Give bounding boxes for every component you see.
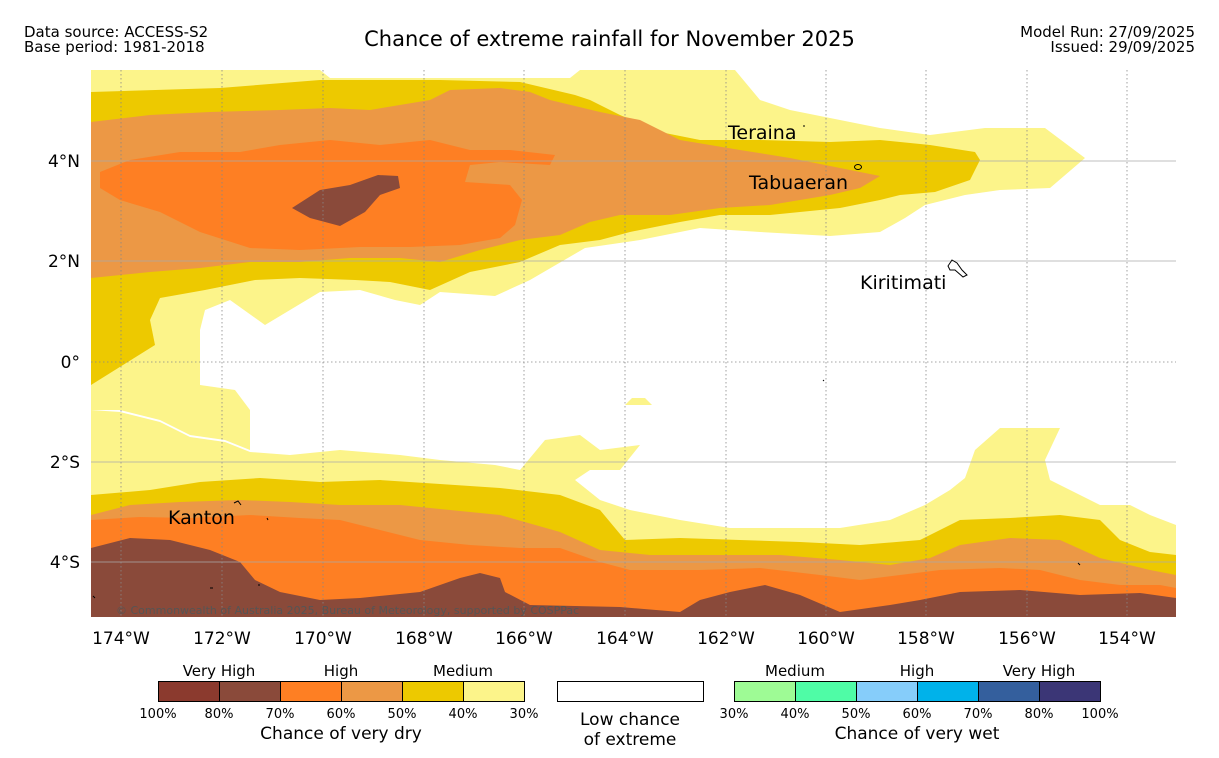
- legend-dry-tick: 80%: [204, 707, 234, 722]
- lat-label: 4°N: [48, 152, 80, 172]
- south-band-darkorange-60: [91, 515, 1176, 617]
- yellow-cell-south-central: [625, 398, 652, 405]
- legend-wet-swatch: [978, 681, 1040, 702]
- lon-label: 154°W: [1098, 629, 1156, 649]
- lat-label: 2°S: [50, 453, 80, 473]
- issued-text: Issued: 29/09/2025: [1050, 38, 1195, 56]
- legend-wet-tick: 30%: [719, 707, 749, 722]
- island-small-1: [266, 517, 269, 521]
- legend-dry-tick: 100%: [139, 707, 177, 722]
- island-small-6: [822, 379, 825, 382]
- legend-wet-swatch: [795, 681, 857, 702]
- legend-dry-tick: 30%: [509, 707, 539, 722]
- data-source-text: Data source: ACCESS-S2: [24, 23, 209, 41]
- legend-low-caption: Low chance of extreme: [580, 710, 680, 750]
- legend-wet-group-high: High: [899, 662, 935, 680]
- legend-wet-swatch: [1039, 681, 1101, 702]
- legend-wet-tick: 70%: [963, 707, 993, 722]
- legend-wet-group-medium: Medium: [765, 662, 825, 680]
- legend-dry-tick: 50%: [387, 707, 417, 722]
- legend-wet-tick: 60%: [902, 707, 932, 722]
- place-labels: Teraina Tabuaeran Kiritimati Kanton: [168, 122, 946, 529]
- legend-wet-tick: 80%: [1024, 707, 1054, 722]
- lon-label: 172°W: [193, 629, 251, 649]
- lon-label: 166°W: [495, 629, 553, 649]
- lon-label: 160°W: [797, 629, 855, 649]
- south-band-red-70: [91, 538, 1176, 617]
- lon-label: 156°W: [998, 629, 1056, 649]
- lon-label: 158°W: [897, 629, 955, 649]
- legend-dry-tick: 40%: [448, 707, 478, 722]
- lat-label: 2°N: [48, 252, 80, 272]
- map-title: Chance of extreme rainfall for November …: [364, 27, 855, 51]
- legend-dry-swatch: [158, 681, 220, 702]
- legend-dry-group-medium: Medium: [433, 662, 493, 680]
- legend-wet-tick: 100%: [1081, 707, 1119, 722]
- legend-wet-group-very-high: Very High: [1002, 662, 1076, 680]
- header-left: Data source: ACCESS-S2 Base period: 1981…: [24, 25, 208, 55]
- legend-wet-tick: 50%: [841, 707, 871, 722]
- island-outlines: [92, 125, 1081, 599]
- model-run-text: Model Run: 27/09/2025: [1020, 23, 1195, 41]
- place-label-teraina: Teraina: [727, 122, 797, 144]
- longitude-labels: 174°W 172°W 170°W 168°W 166°W 164°W 162°…: [92, 629, 1156, 649]
- island-tabuaeran: [854, 164, 862, 170]
- copyright-text: © Commonwealth of Australia 2025, Bureau…: [116, 604, 579, 617]
- map-fields: © Commonwealth of Australia 2025, Bureau…: [91, 70, 1176, 617]
- legend-dry-swatch: [463, 681, 525, 702]
- north-band-red-70: [292, 175, 400, 226]
- island-kanton: [233, 500, 242, 506]
- legend-wet-caption: Chance of very wet: [834, 724, 1000, 744]
- legend-dry-tick: 70%: [265, 707, 295, 722]
- legend-dry-tick: 60%: [326, 707, 356, 722]
- base-period-text: Base period: 1981-2018: [24, 38, 205, 56]
- legend-wet-swatch: [856, 681, 918, 702]
- lat-label: 0°: [61, 353, 80, 373]
- legend-wet-tick: 40%: [780, 707, 810, 722]
- legend-dry-group-very-high: Very High: [182, 662, 256, 680]
- legend-wet-swatch: [917, 681, 979, 702]
- legend-low-swatch: [557, 681, 704, 702]
- legend-dry-swatch: [280, 681, 342, 702]
- legend-low-line1: Low chance: [580, 710, 680, 730]
- lon-label: 164°W: [596, 629, 654, 649]
- grid-lines: [91, 70, 1176, 617]
- place-label-kanton: Kanton: [168, 507, 235, 529]
- lon-label: 168°W: [395, 629, 453, 649]
- legend-dry-caption: Chance of very dry: [260, 724, 422, 744]
- legend-wet-swatch: [734, 681, 796, 702]
- lat-label: 4°S: [50, 553, 80, 573]
- place-label-kiritimati: Kiritimati: [860, 272, 946, 294]
- island-small-5: [92, 595, 96, 599]
- lon-label: 170°W: [294, 629, 352, 649]
- lon-label: 174°W: [92, 629, 150, 649]
- legend-dry-swatch: [341, 681, 403, 702]
- legend-dry-swatch: [219, 681, 281, 702]
- island-small-4: [1077, 562, 1081, 566]
- latitude-labels: 4°N 2°N 0° 2°S 4°S: [48, 152, 80, 573]
- legend-dry-group-high: High: [323, 662, 359, 680]
- place-label-tabuaeran: Tabuaeran: [748, 172, 848, 194]
- rainfall-map: © Commonwealth of Australia 2025, Bureau…: [48, 70, 1176, 649]
- legend-dry-swatch: [402, 681, 464, 702]
- header-right: Model Run: 27/09/2025 Issued: 29/09/2025: [1020, 25, 1195, 55]
- lon-label: 162°W: [697, 629, 755, 649]
- legend-low-line2: of extreme: [583, 730, 677, 750]
- island-kiritimati: [947, 259, 968, 278]
